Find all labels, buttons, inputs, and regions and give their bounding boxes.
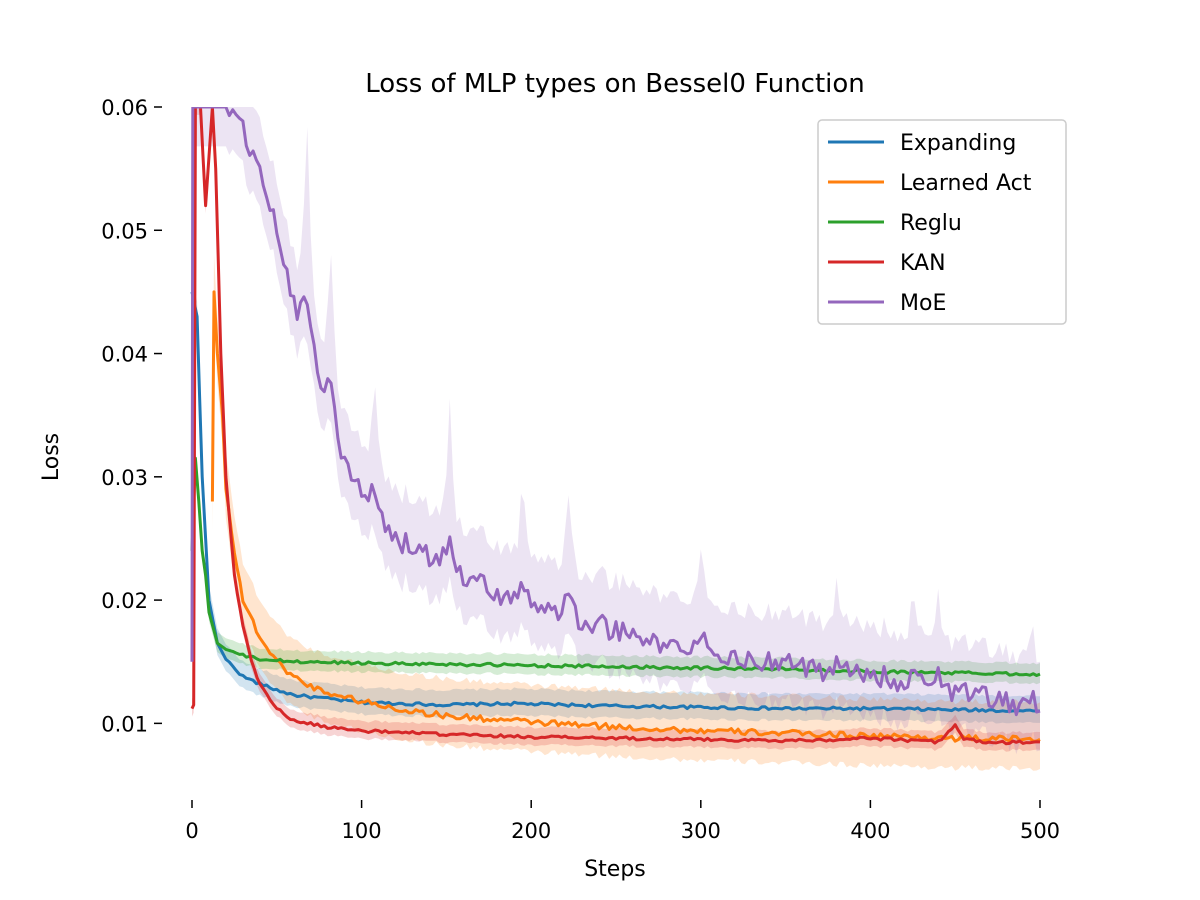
y-axis-label: Loss [39, 433, 64, 481]
series-line-expanding [190, 291, 1041, 714]
y-tick-label: 0.04 [101, 343, 148, 367]
legend-label-reglu: Reglu [900, 211, 962, 236]
y-axis: 0.01 0.02 0.03 0.04 0.05 0.06 [101, 96, 162, 736]
band-learned-act [212, 254, 1040, 771]
x-tick-label: 200 [511, 819, 551, 843]
legend-box [817, 119, 1067, 325]
legend-label-learned-act: Learned Act [900, 171, 1032, 196]
y-tick-label: 0.02 [101, 589, 148, 613]
legend-label-kan: KAN [900, 251, 946, 276]
series-line-reglu [190, 456, 1041, 677]
x-tick-label: 400 [850, 819, 890, 843]
y-tick-label: 0.06 [101, 96, 148, 120]
y-tick-label: 0.01 [101, 712, 148, 736]
x-axis: 0 100 200 300 400 500 [185, 800, 1060, 843]
legend: Expanding Learned Act Reglu KAN MoE [817, 119, 1067, 325]
legend-label-moe: MoE [900, 291, 946, 316]
series-line-learned-act [210, 290, 1041, 743]
series-lines [190, 107, 1041, 746]
legend-label-expanding: Expanding [900, 131, 1016, 156]
chart-title: Loss of MLP types on Bessel0 Function [365, 69, 865, 99]
x-tick-label: 100 [342, 819, 382, 843]
x-tick-label: 0 [185, 819, 198, 843]
y-tick-label: 0.05 [101, 219, 148, 243]
y-tick-label: 0.03 [101, 466, 148, 490]
x-tick-label: 300 [681, 819, 721, 843]
series-line-moe [190, 107, 1041, 717]
x-axis-label: Steps [584, 857, 646, 882]
band-expanding [192, 277, 1040, 724]
x-tick-label: 500 [1020, 819, 1060, 843]
series-line-kan [190, 107, 1041, 746]
